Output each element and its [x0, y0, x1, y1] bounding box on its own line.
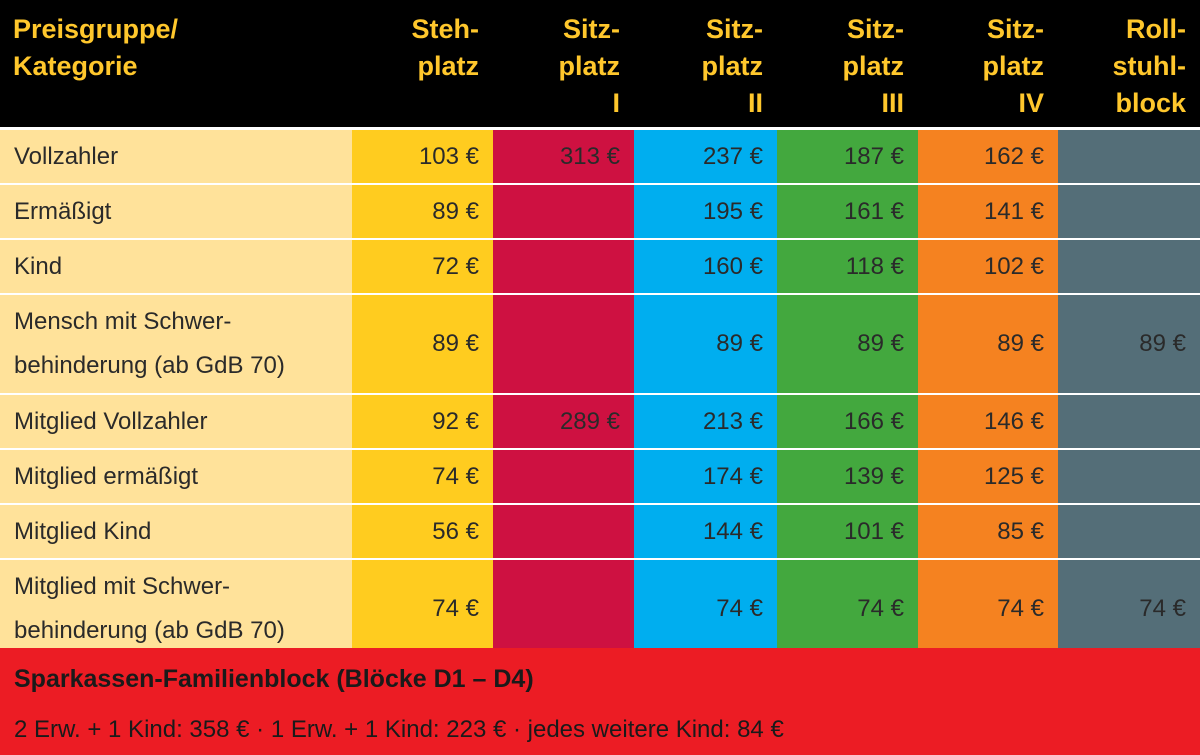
- price-cell-stehplatz: 72 €: [352, 240, 493, 293]
- header-category: Preisgruppe/ Kategorie: [13, 14, 179, 81]
- row-label: Mitglied ermäßigt: [0, 450, 352, 503]
- table-row: Ermäßigt 89 € 195 €161 €141 €: [0, 185, 1200, 240]
- price-cell-sitzplatz-3: 166 €: [777, 395, 918, 448]
- row-label: Ermäßigt: [0, 185, 352, 238]
- price-cell-sitzplatz-4: 141 €: [918, 185, 1058, 238]
- price-cell-rollstuhlblock: [1058, 395, 1200, 448]
- header-sitzplatz-2: Sitz- platz II: [701, 14, 763, 118]
- price-cell-sitzplatz-4: 162 €: [918, 130, 1058, 183]
- price-cell-sitzplatz-2: 195 €: [634, 185, 777, 238]
- table-row: Mitglied ermäßigt 74 € 174 €139 €125 €: [0, 450, 1200, 505]
- price-cell-stehplatz: 89 €: [352, 185, 493, 238]
- price-cell-sitzplatz-4: 89 €: [918, 295, 1058, 393]
- price-cell-stehplatz: 56 €: [352, 505, 493, 558]
- price-cell-stehplatz: 89 €: [352, 295, 493, 393]
- price-cell-sitzplatz-3: 161 €: [777, 185, 918, 238]
- price-cell-sitzplatz-1: [493, 295, 634, 393]
- price-cell-sitzplatz-4: 74 €: [918, 560, 1058, 658]
- price-cell-sitzplatz-2: 237 €: [634, 130, 777, 183]
- table-row: Mitglied mit Schwer- behinderung (ab GdB…: [0, 560, 1200, 660]
- table-row: Mitglied Vollzahler 92 €289 €213 €166 €14…: [0, 395, 1200, 450]
- row-label: Mitglied mit Schwer- behinderung (ab GdB…: [0, 560, 352, 658]
- price-cell-sitzplatz-2: 144 €: [634, 505, 777, 558]
- price-cell-sitzplatz-1: [493, 560, 634, 658]
- row-label: Kind: [0, 240, 352, 293]
- price-cell-sitzplatz-2: 174 €: [634, 450, 777, 503]
- price-cell-sitzplatz-3: 89 €: [777, 295, 918, 393]
- price-cell-rollstuhlblock: [1058, 240, 1200, 293]
- table-row: Vollzahler 103 €313 €237 €187 €162 €: [0, 130, 1200, 185]
- price-cell-sitzplatz-1: [493, 185, 634, 238]
- row-label: Mitglied Kind: [0, 505, 352, 558]
- table-row: Kind 72 € 160 €118 €102 €: [0, 240, 1200, 295]
- price-cell-rollstuhlblock: [1058, 505, 1200, 558]
- price-cell-sitzplatz-3: 139 €: [777, 450, 918, 503]
- price-cell-stehplatz: 74 €: [352, 450, 493, 503]
- price-cell-stehplatz: 92 €: [352, 395, 493, 448]
- price-cell-sitzplatz-2: 213 €: [634, 395, 777, 448]
- price-cell-sitzplatz-4: 85 €: [918, 505, 1058, 558]
- price-cell-sitzplatz-4: 125 €: [918, 450, 1058, 503]
- family-block-footer: Sparkassen-Familienblock (Blöcke D1 – D4…: [0, 648, 1200, 755]
- header-sitzplatz-4: Sitz- platz IV: [982, 14, 1044, 118]
- footer-text: 2 Erw. + 1 Kind: 358 € · 1 Erw. + 1 Kind…: [14, 716, 784, 743]
- table-row: Mitglied Kind 56 € 144 €101 €85 €: [0, 505, 1200, 560]
- price-cell-sitzplatz-4: 146 €: [918, 395, 1058, 448]
- header-rollstuhlblock: Roll- stuhl- block: [1112, 14, 1187, 118]
- price-cell-sitzplatz-1: [493, 240, 634, 293]
- header-sitzplatz-1: Sitz- platz I: [558, 14, 620, 118]
- table-row: Mensch mit Schwer- behinderung (ab GdB 7…: [0, 295, 1200, 395]
- price-cell-sitzplatz-4: 102 €: [918, 240, 1058, 293]
- table-body: Vollzahler 103 €313 €237 €187 €162 € Ermäß…: [0, 130, 1200, 660]
- price-cell-sitzplatz-2: 89 €: [634, 295, 777, 393]
- row-label: Mitglied Vollzahler: [0, 395, 352, 448]
- price-cell-rollstuhlblock: [1058, 130, 1200, 183]
- footer-title: Sparkassen-Familienblock (Blöcke D1 – D4…: [14, 665, 534, 693]
- price-cell-rollstuhlblock: [1058, 185, 1200, 238]
- price-cell-rollstuhlblock: [1058, 450, 1200, 503]
- price-cell-sitzplatz-1: [493, 505, 634, 558]
- price-cell-sitzplatz-3: 74 €: [777, 560, 918, 658]
- table-header: Preisgruppe/ Kategorie Steh- platz Sitz-…: [0, 0, 1200, 130]
- price-cell-sitzplatz-3: 187 €: [777, 130, 918, 183]
- price-cell-sitzplatz-1: 289 €: [493, 395, 634, 448]
- price-cell-sitzplatz-2: 160 €: [634, 240, 777, 293]
- header-sitzplatz-3: Sitz- platz III: [842, 14, 904, 118]
- price-cell-sitzplatz-3: 118 €: [777, 240, 918, 293]
- price-cell-sitzplatz-1: 313 €: [493, 130, 634, 183]
- price-cell-rollstuhlblock: 74 €: [1058, 560, 1200, 658]
- price-cell-sitzplatz-1: [493, 450, 634, 503]
- price-cell-sitzplatz-2: 74 €: [634, 560, 777, 658]
- price-cell-sitzplatz-3: 101 €: [777, 505, 918, 558]
- header-stehplatz: Steh- platz: [411, 14, 480, 81]
- price-cell-stehplatz: 74 €: [352, 560, 493, 658]
- row-label: Vollzahler: [0, 130, 352, 183]
- price-cell-stehplatz: 103 €: [352, 130, 493, 183]
- row-label: Mensch mit Schwer- behinderung (ab GdB 7…: [0, 295, 352, 393]
- price-cell-rollstuhlblock: 89 €: [1058, 295, 1200, 393]
